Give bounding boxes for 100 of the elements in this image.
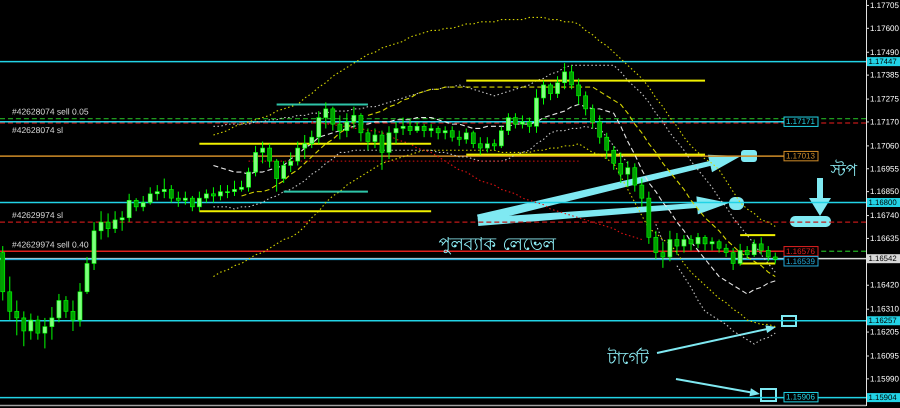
y-tick-label: 1.17490 [870, 48, 900, 57]
candlestick [716, 239, 722, 254]
candlestick [176, 191, 181, 208]
candlestick [386, 126, 392, 160]
candlestick [197, 191, 202, 212]
candlestick [309, 130, 314, 149]
candlestick [422, 124, 426, 138]
candlestick [576, 78, 581, 106]
candlestick [625, 160, 630, 188]
candlestick [232, 180, 237, 196]
candlestick [513, 112, 518, 129]
candlestick [288, 152, 294, 173]
candlestick [428, 124, 434, 138]
candlestick [436, 126, 440, 140]
candlestick [260, 141, 265, 164]
candlestick [639, 178, 644, 208]
candlestick [710, 236, 714, 251]
candlestick [702, 234, 708, 251]
candlestick [724, 243, 728, 258]
annotation: 1.17013 [786, 152, 816, 161]
candlestick [168, 184, 174, 203]
candlestick [660, 241, 666, 268]
candlestick [766, 246, 771, 262]
candlestick [204, 188, 209, 203]
candlestick [527, 117, 532, 134]
candlestick [120, 210, 124, 232]
candlestick [239, 180, 244, 192]
candlestick [456, 130, 462, 146]
annotation: 1.15906 [786, 392, 816, 402]
candlestick [126, 193, 132, 223]
candlestick [352, 106, 356, 129]
candlestick [400, 117, 406, 136]
candlestick [696, 232, 700, 249]
candlestick [281, 160, 286, 184]
candlestick [190, 195, 195, 212]
candlestick [295, 141, 300, 166]
candlestick [106, 212, 110, 238]
candlestick [274, 158, 279, 192]
candlestick [154, 184, 160, 201]
candlestick [366, 128, 370, 151]
candlestick [140, 195, 146, 212]
candlestick [499, 126, 504, 149]
candlestick [246, 167, 251, 192]
candlestick [7, 276, 12, 321]
candlestick [380, 130, 384, 170]
candlestick [618, 152, 624, 184]
y-tick-label: 1.16740 [870, 211, 900, 220]
candlestick [752, 239, 757, 258]
line-series [212, 16, 776, 227]
candlestick [506, 112, 511, 136]
candlestick [225, 184, 230, 199]
candlestick [492, 138, 497, 151]
candlestick [112, 210, 118, 234]
text: স্টপ [830, 160, 858, 181]
candlestick [555, 76, 560, 98]
annotation: পুলব্যাক লেভেল [438, 234, 556, 255]
candlestick [253, 145, 258, 177]
y-tick-label: 1.16310 [870, 304, 900, 314]
y-tick-label: 1.17385 [870, 70, 900, 80]
candlestick [470, 130, 476, 149]
candlestick [267, 143, 272, 168]
y-tick-label: 1.16095 [870, 352, 900, 361]
candlestick [134, 198, 139, 212]
candlestick [338, 114, 342, 140]
y-tick-label: 1.15990 [870, 374, 900, 384]
candlestick [98, 210, 104, 240]
candlestick [316, 110, 322, 144]
candlestick [408, 119, 412, 136]
line-series [212, 64, 776, 273]
candlestick [654, 230, 658, 260]
candlestick [744, 246, 750, 260]
y-tick-label: 1.16635 [870, 234, 900, 243]
y-tick-label: 1.16205 [870, 328, 900, 337]
ref-line-label: #42628074 sell 0.05 [12, 106, 89, 117]
candlestick [590, 104, 595, 129]
y-tick-label: 1.16955 [870, 164, 900, 174]
y-tick-label: 1.17170 [870, 117, 900, 126]
candlestick [218, 184, 223, 201]
ref-line-label: #42628074 sl [12, 125, 64, 136]
y-tick-label: 1.17600 [870, 24, 900, 33]
candlestick [772, 252, 778, 264]
candlestick [484, 136, 490, 153]
candlestick [64, 296, 68, 318]
candlestick [21, 310, 26, 347]
candlestick [162, 178, 167, 199]
candlestick [682, 234, 686, 254]
candlestick [42, 317, 48, 349]
candlestick [330, 106, 336, 132]
y-tick-label: 1.16420 [870, 280, 900, 290]
y-tick-label: 1.17275 [870, 94, 900, 104]
ref-line-label: #42629974 sell 0.40 [12, 239, 89, 250]
candlestick [758, 236, 764, 256]
y-tick-label: 1.16850 [870, 187, 900, 196]
candlestick [323, 102, 328, 129]
candlestick [302, 134, 308, 160]
candlestick [730, 248, 736, 270]
annotation: 1.16576 [786, 246, 816, 256]
candlestick [632, 162, 638, 192]
candlestick [450, 126, 455, 142]
candlestick [583, 90, 588, 116]
